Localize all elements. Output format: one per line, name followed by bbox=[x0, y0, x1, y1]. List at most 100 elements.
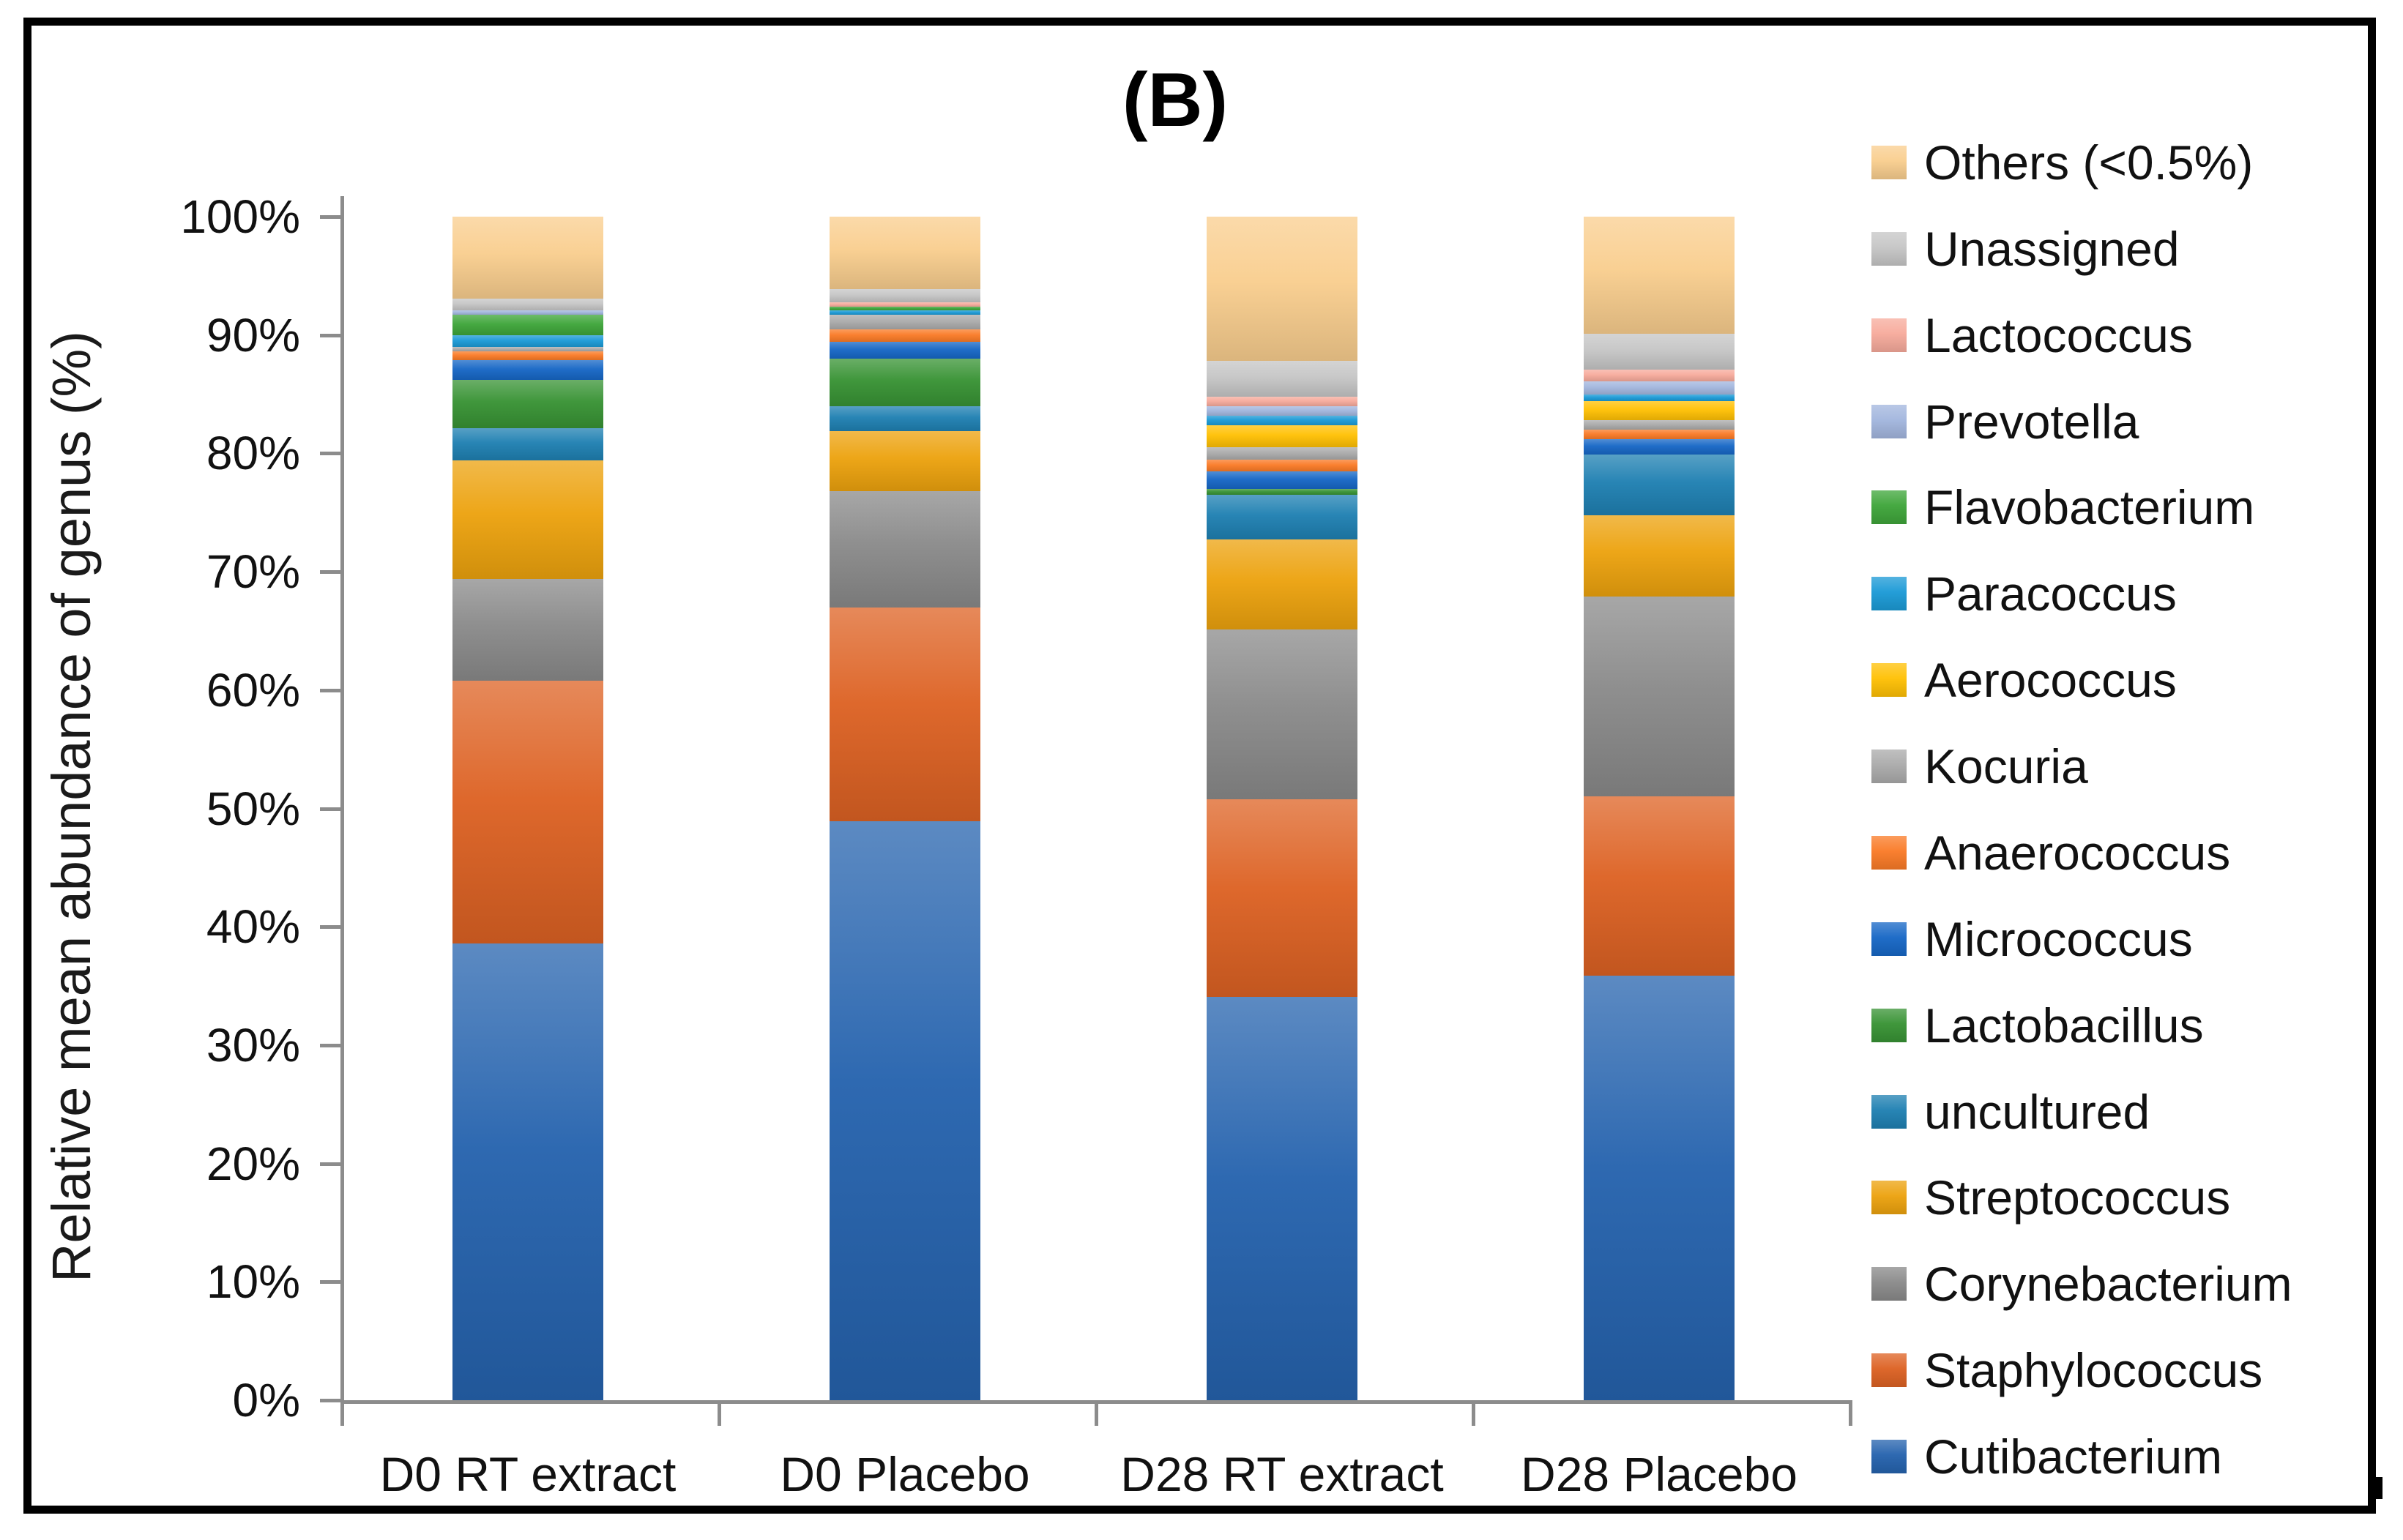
y-tick-label: 40% bbox=[206, 900, 300, 954]
legend-item: Kocuria bbox=[1871, 740, 2088, 793]
bar-segment-micrococcus bbox=[452, 359, 603, 381]
x-tick-mark bbox=[1472, 1404, 1475, 1426]
bar-segment-cutibacterium bbox=[1584, 975, 1735, 1400]
x-tick-mark bbox=[340, 1404, 344, 1426]
legend-swatch-anaerococcus bbox=[1871, 835, 1907, 870]
bar-segment-lactobacillus bbox=[1207, 488, 1357, 496]
x-category-label: D0 RT extract bbox=[379, 1447, 677, 1501]
legend-item: uncultured bbox=[1871, 1085, 2150, 1138]
bar-segment-uncultured bbox=[830, 405, 980, 431]
bar-segment-micrococcus bbox=[1207, 471, 1357, 489]
bar-segment-corynebacterium bbox=[830, 491, 980, 608]
bar-segment-streptococcus bbox=[1584, 515, 1735, 597]
legend-label: Corynebacterium bbox=[1924, 1257, 2292, 1312]
legend-swatch-corynebacterium bbox=[1871, 1267, 1907, 1301]
legend-item: Streptococcus bbox=[1871, 1171, 2230, 1224]
bar-segment-cutibacterium bbox=[830, 821, 980, 1400]
legend-item: Unassigned bbox=[1871, 223, 2180, 275]
legend-label: Paracoccus bbox=[1924, 567, 2177, 621]
legend-swatch-unassigned bbox=[1871, 231, 1907, 266]
bar-segment-paracoccus bbox=[452, 334, 603, 347]
legend-swatch-micrococcus bbox=[1871, 922, 1907, 956]
legend-swatch-lactococcus bbox=[1871, 318, 1907, 352]
legend-swatch-streptococcus bbox=[1871, 1181, 1907, 1215]
bar-segment-paracoccus bbox=[830, 310, 980, 315]
bar-segment-prevotella bbox=[1584, 381, 1735, 395]
legend-item: Prevotella bbox=[1871, 395, 2139, 448]
y-tick-label: 30% bbox=[206, 1018, 300, 1072]
bar-segment-lactobacillus bbox=[830, 359, 980, 406]
bar-segment-others-0-5- bbox=[1584, 217, 1735, 334]
legend-label: Streptococcus bbox=[1924, 1170, 2231, 1225]
y-tick-mark bbox=[320, 570, 340, 575]
y-axis-line bbox=[340, 196, 344, 1404]
legend-swatch-prevotella bbox=[1871, 404, 1907, 438]
bar-segment-aerococcus bbox=[1207, 425, 1357, 448]
bar-segment-prevotella bbox=[452, 310, 603, 315]
figure-frame bbox=[23, 18, 2376, 1514]
y-tick-mark bbox=[320, 1043, 340, 1047]
bar-segment-flavobacterium bbox=[830, 307, 980, 310]
legend-label: Prevotella bbox=[1924, 394, 2139, 449]
legend-swatch-staphylococcus bbox=[1871, 1353, 1907, 1388]
legend-label: Lactococcus bbox=[1924, 307, 2193, 362]
y-tick-mark bbox=[320, 1399, 340, 1402]
bar-segment-staphylococcus bbox=[1584, 796, 1735, 976]
x-tick-mark bbox=[1095, 1404, 1098, 1426]
y-tick-mark bbox=[320, 215, 340, 219]
bar-segment-corynebacterium bbox=[1207, 629, 1357, 799]
bar-segment-prevotella bbox=[1207, 405, 1357, 416]
legend-item: Flavobacterium bbox=[1871, 481, 2254, 534]
legend-swatch-cutibacterium bbox=[1871, 1440, 1907, 1474]
legend-item: Others (<0.5%) bbox=[1871, 136, 2253, 189]
bar-segment-lactococcus bbox=[830, 302, 980, 307]
bar-segment-corynebacterium bbox=[452, 578, 603, 681]
bar-segment-kocuria bbox=[1584, 420, 1735, 430]
bar-d0-placebo bbox=[830, 217, 980, 1400]
y-tick-mark bbox=[320, 333, 340, 337]
y-axis-title: Relative mean abundance of genus (%) bbox=[41, 331, 102, 1282]
y-tick-mark bbox=[320, 925, 340, 930]
bar-segment-kocuria bbox=[452, 346, 603, 352]
bar-segment-uncultured bbox=[1584, 455, 1735, 515]
legend-label: Flavobacterium bbox=[1924, 480, 2255, 535]
bar-segment-kocuria bbox=[830, 315, 980, 329]
y-tick-label: 50% bbox=[206, 782, 300, 835]
bar-segment-kocuria bbox=[1207, 447, 1357, 460]
y-tick-label: 10% bbox=[206, 1255, 300, 1309]
bar-segment-corynebacterium bbox=[1584, 597, 1735, 797]
legend-item: Lactococcus bbox=[1871, 309, 2193, 362]
bar-segment-staphylococcus bbox=[452, 680, 603, 943]
y-tick-label: 60% bbox=[206, 663, 300, 717]
bar-segment-micrococcus bbox=[1584, 439, 1735, 455]
bar-segment-lactobacillus bbox=[452, 380, 603, 429]
bar-segment-unassigned bbox=[1584, 334, 1735, 370]
bar-segment-lactococcus bbox=[1584, 369, 1735, 381]
y-tick-label: 20% bbox=[206, 1137, 300, 1190]
y-tick-label: 0% bbox=[232, 1374, 301, 1427]
bar-segment-anaerococcus bbox=[1584, 430, 1735, 440]
bar-segment-unassigned bbox=[830, 288, 980, 302]
bar-segment-paracoccus bbox=[1207, 415, 1357, 425]
y-tick-mark bbox=[320, 452, 340, 456]
legend-label: Kocuria bbox=[1924, 739, 2088, 794]
y-tick-label: 70% bbox=[206, 545, 300, 599]
bar-segment-unassigned bbox=[452, 298, 603, 310]
legend-swatch-lactobacillus bbox=[1871, 1008, 1907, 1042]
panel-title: (B) bbox=[1122, 58, 1229, 143]
x-category-label: D0 Placebo bbox=[780, 1447, 1030, 1501]
x-axis-line bbox=[340, 1400, 1852, 1404]
legend-label: Micrococcus bbox=[1924, 911, 2193, 966]
x-tick-mark bbox=[1849, 1404, 1852, 1426]
legend-item: Anaerococcus bbox=[1871, 826, 2230, 879]
y-tick-label: 90% bbox=[206, 308, 300, 362]
bar-segment-aerococcus bbox=[1584, 401, 1735, 421]
bar-segment-others-0-5- bbox=[830, 217, 980, 289]
legend-swatch-flavobacterium bbox=[1871, 490, 1907, 525]
legend-item: Paracoccus bbox=[1871, 567, 2177, 620]
bar-segment-unassigned bbox=[1207, 361, 1357, 397]
bar-segment-cutibacterium bbox=[452, 943, 603, 1400]
bar-segment-anaerococcus bbox=[830, 329, 980, 343]
legend-item: Lactobacillus bbox=[1871, 999, 2204, 1052]
bar-segment-micrococcus bbox=[830, 342, 980, 359]
